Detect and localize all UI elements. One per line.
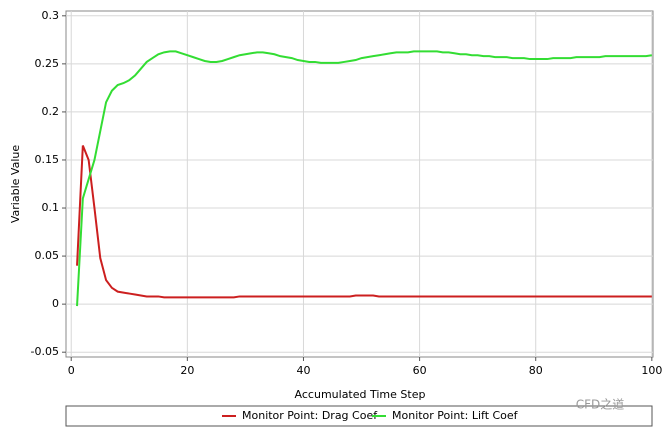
- x-tick-label: 40: [296, 364, 310, 377]
- plot-frame: [65, 10, 654, 358]
- y-tick-label: 0.2: [42, 105, 60, 118]
- series-line: [76, 50, 653, 307]
- y-tick-label: -0.05: [31, 345, 59, 358]
- legend-label: Monitor Point: Lift Coef: [392, 409, 519, 422]
- series-line: [76, 145, 652, 299]
- x-tick-label: 60: [413, 364, 427, 377]
- x-tick-label: 80: [529, 364, 543, 377]
- legend-box: [65, 405, 653, 427]
- y-tick-label: 0.1: [42, 201, 60, 214]
- y-tick-label: 0.15: [35, 153, 60, 166]
- y-tick-label: 0.05: [35, 249, 60, 262]
- x-axis-label: Accumulated Time Step: [295, 388, 426, 401]
- x-tick-label: 0: [68, 364, 75, 377]
- watermark: CFD之道: [576, 398, 625, 412]
- y-tick-label: 0.25: [35, 57, 60, 70]
- x-tick-label: 20: [180, 364, 194, 377]
- y-axis-label: Variable Value: [9, 145, 22, 223]
- legend-label: Monitor Point: Drag Coef: [242, 409, 378, 422]
- y-tick-label: 0: [52, 297, 59, 310]
- x-tick-label: 100: [641, 364, 662, 377]
- y-tick-label: 0.3: [42, 9, 60, 22]
